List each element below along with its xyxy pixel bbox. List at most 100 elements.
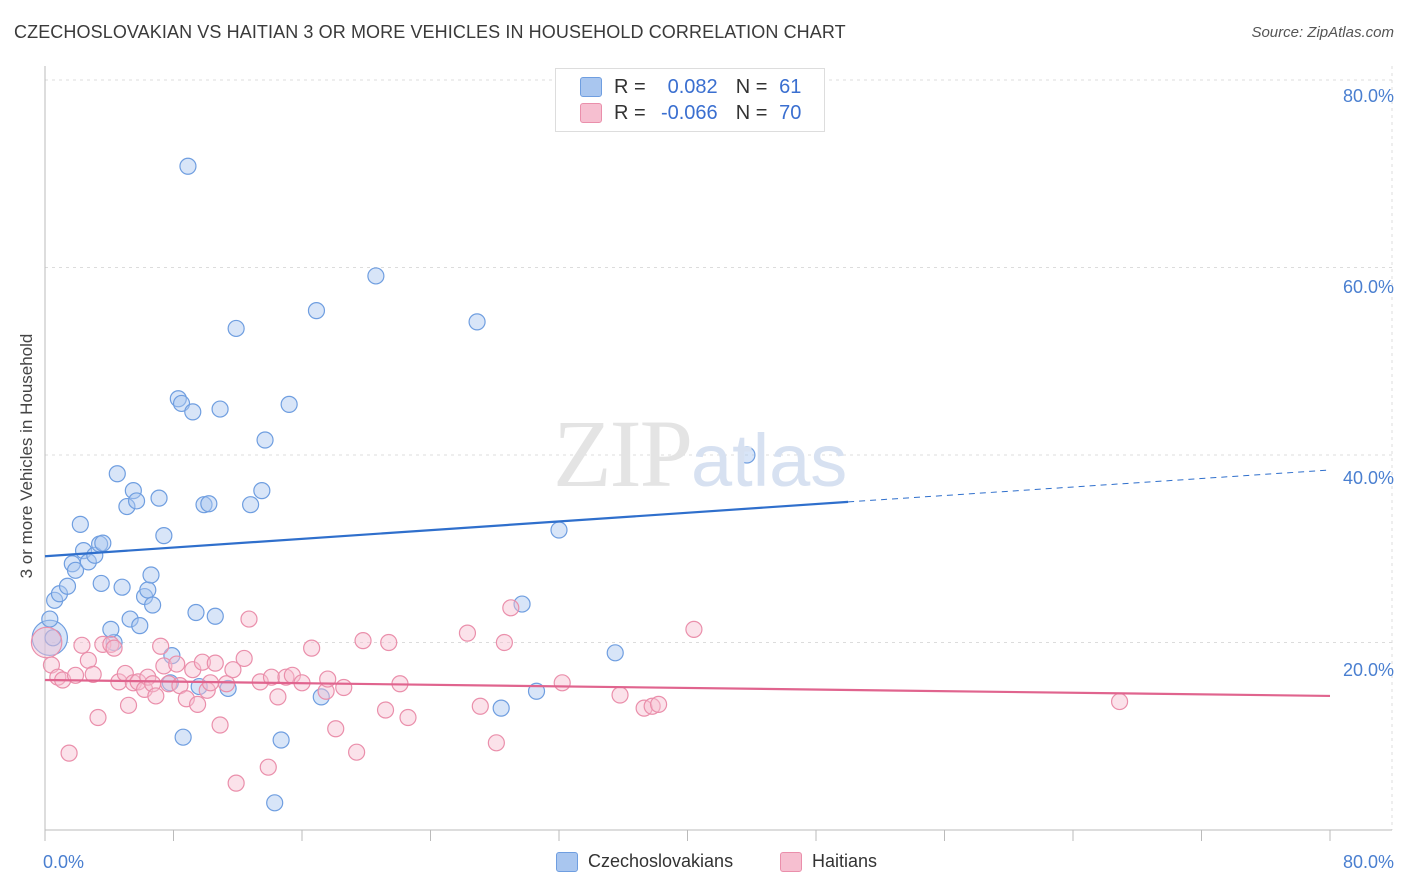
data-point: [235, 649, 253, 668]
data-point: [380, 633, 398, 652]
data-point: [303, 639, 321, 657]
legend-item-czechoslovakians: Czechoslovakians: [556, 851, 733, 872]
data-point: [102, 620, 120, 638]
data-point: [217, 675, 236, 693]
data-point: [227, 319, 245, 338]
data-point: [84, 665, 102, 683]
data-point: [335, 678, 353, 697]
legend-swatch: [556, 851, 578, 872]
data-point: [71, 515, 89, 533]
data-point: [553, 674, 571, 692]
data-point: [169, 390, 187, 408]
trend-line: [44, 500, 849, 558]
data-point: [147, 687, 165, 705]
r-value: 0.082: [667, 75, 718, 98]
data-point: [113, 578, 131, 596]
data-point: [643, 697, 661, 715]
n-value: 61: [779, 75, 802, 98]
data-point: [142, 566, 160, 584]
y-tick-label: 20.0%: [1342, 660, 1394, 680]
data-point: [399, 708, 417, 727]
data-point: [253, 482, 271, 500]
data-point: [179, 157, 197, 175]
data-point: [121, 610, 139, 628]
trend-line: [44, 678, 1331, 698]
y-tick-label: 60.0%: [1342, 277, 1394, 297]
legend-row-haitians: R = -0.066 N = 70: [580, 100, 801, 126]
y-axis-label: 3 or more Vehicles in Household: [17, 333, 36, 579]
data-point: [58, 577, 77, 595]
data-point: [367, 267, 385, 285]
data-point: [606, 644, 624, 662]
data-point: [144, 596, 162, 614]
legend-item-haitians: Haitians: [780, 851, 877, 872]
data-point: [155, 657, 173, 675]
data-point: [41, 610, 59, 628]
x-tick-label: 80.0%: [1342, 852, 1394, 872]
data-point: [611, 686, 629, 704]
data-point: [527, 682, 546, 700]
data-point: [495, 633, 513, 652]
data-point: [92, 574, 110, 593]
data-point: [30, 626, 63, 659]
legend-swatch: [580, 103, 602, 123]
legend-label: Czechoslovakians: [588, 851, 734, 871]
data-point: [131, 617, 149, 635]
r-label: R =: [614, 101, 646, 124]
gridlines: [45, 66, 1393, 830]
data-point: [327, 720, 345, 738]
data-point: [1110, 692, 1129, 711]
watermark: ZIPatlas: [553, 398, 847, 509]
source-label: Source: ZipAtlas.com: [1251, 24, 1394, 41]
data-point: [211, 716, 229, 734]
data-point: [269, 688, 287, 706]
data-point: [307, 302, 326, 320]
data-point: [206, 654, 224, 672]
r-label: R =: [614, 75, 646, 98]
data-point: [272, 731, 290, 749]
data-point: [174, 728, 192, 746]
legend-swatch: [580, 77, 602, 97]
data-point: [206, 607, 224, 625]
data-point: [155, 527, 173, 545]
data-point: [277, 668, 295, 686]
trend-lines: [44, 469, 1331, 698]
data-point: [184, 403, 202, 421]
data-point: [487, 734, 505, 752]
data-point: [240, 610, 258, 628]
legend-row-czechoslovakians: R = 0.082 N = 61: [580, 74, 801, 100]
data-point: [242, 496, 260, 514]
trend-line-extension: [848, 469, 1331, 503]
watermark-atlas: atlas: [691, 419, 848, 502]
watermark-zip: ZIP: [553, 400, 693, 507]
data-point: [266, 794, 284, 812]
data-point: [150, 489, 168, 507]
data-point: [119, 696, 138, 714]
legend-label: Haitians: [812, 851, 878, 871]
data-point: [152, 637, 170, 655]
data-point: [348, 743, 366, 761]
data-point: [200, 495, 218, 513]
r-value: -0.066: [660, 101, 718, 124]
data-point: [211, 400, 229, 418]
data-point: [86, 546, 104, 564]
data-point: [168, 655, 186, 673]
data-point: [259, 758, 277, 776]
legend-swatch: [780, 851, 802, 872]
data-point: [187, 603, 205, 622]
data-point: [502, 599, 520, 617]
axes: [44, 66, 1392, 841]
y-tick-label: 80.0%: [1342, 86, 1394, 106]
data-point: [738, 446, 756, 464]
data-point: [188, 695, 207, 713]
data-point: [492, 699, 510, 717]
data-point: [649, 695, 668, 713]
data-point: [513, 595, 531, 613]
data-point: [376, 701, 395, 719]
data-point: [227, 774, 245, 792]
data-point: [105, 639, 123, 657]
data-point: [458, 624, 477, 642]
data-point: [280, 395, 298, 413]
data-point: [468, 313, 486, 331]
